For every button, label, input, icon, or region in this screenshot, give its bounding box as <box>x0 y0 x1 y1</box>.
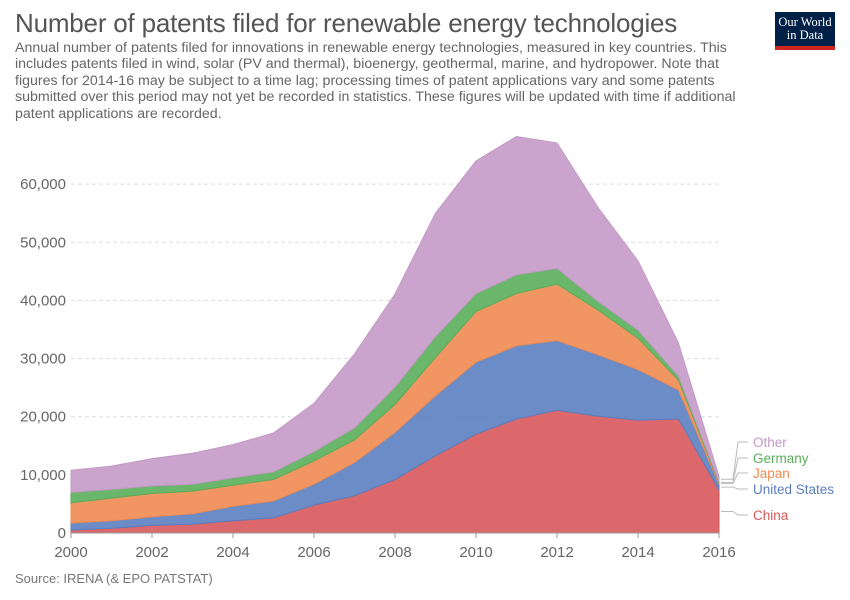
x-tick-label: 2004 <box>216 544 249 561</box>
area-series <box>71 137 719 534</box>
y-axis: 0 10,000 20,000 30,000 40,000 50,000 60,000 <box>20 176 66 542</box>
legend-label-japan[interactable]: Japan <box>753 466 790 481</box>
x-tick-label: 2002 <box>135 544 168 561</box>
x-tick-label: 2006 <box>297 544 330 561</box>
y-tick-label: 40,000 <box>20 292 66 309</box>
source-note: Source: IRENA (& EPO PATSTAT) <box>15 571 213 586</box>
legend-label-germany[interactable]: Germany <box>753 451 809 466</box>
legend-label-united-states[interactable]: United States <box>753 482 834 497</box>
legend: China United StatesJapanGermanyOther <box>721 435 834 523</box>
x-axis: 2000 2002 2004 2006 2008 2010 2012 2014 2016 <box>54 533 735 561</box>
legend-leader-line <box>721 511 748 515</box>
legend-leader-line <box>721 487 748 489</box>
x-tick-label: 2000 <box>54 544 87 561</box>
y-tick-label: 10,000 <box>20 467 66 484</box>
y-tick-label: 50,000 <box>20 234 66 251</box>
y-tick-label: 60,000 <box>20 176 66 193</box>
legend-label-china[interactable]: China <box>753 508 789 523</box>
x-tick-label: 2016 <box>702 544 735 561</box>
y-tick-label: 30,000 <box>20 351 66 368</box>
x-tick-label: 2014 <box>621 544 654 561</box>
legend-label-other[interactable]: Other <box>753 435 787 450</box>
y-tick-label: 0 <box>58 525 66 542</box>
y-tick-label: 20,000 <box>20 409 66 426</box>
x-tick-label: 2008 <box>378 544 411 561</box>
x-tick-label: 2012 <box>540 544 573 561</box>
x-tick-label: 2010 <box>459 544 492 561</box>
